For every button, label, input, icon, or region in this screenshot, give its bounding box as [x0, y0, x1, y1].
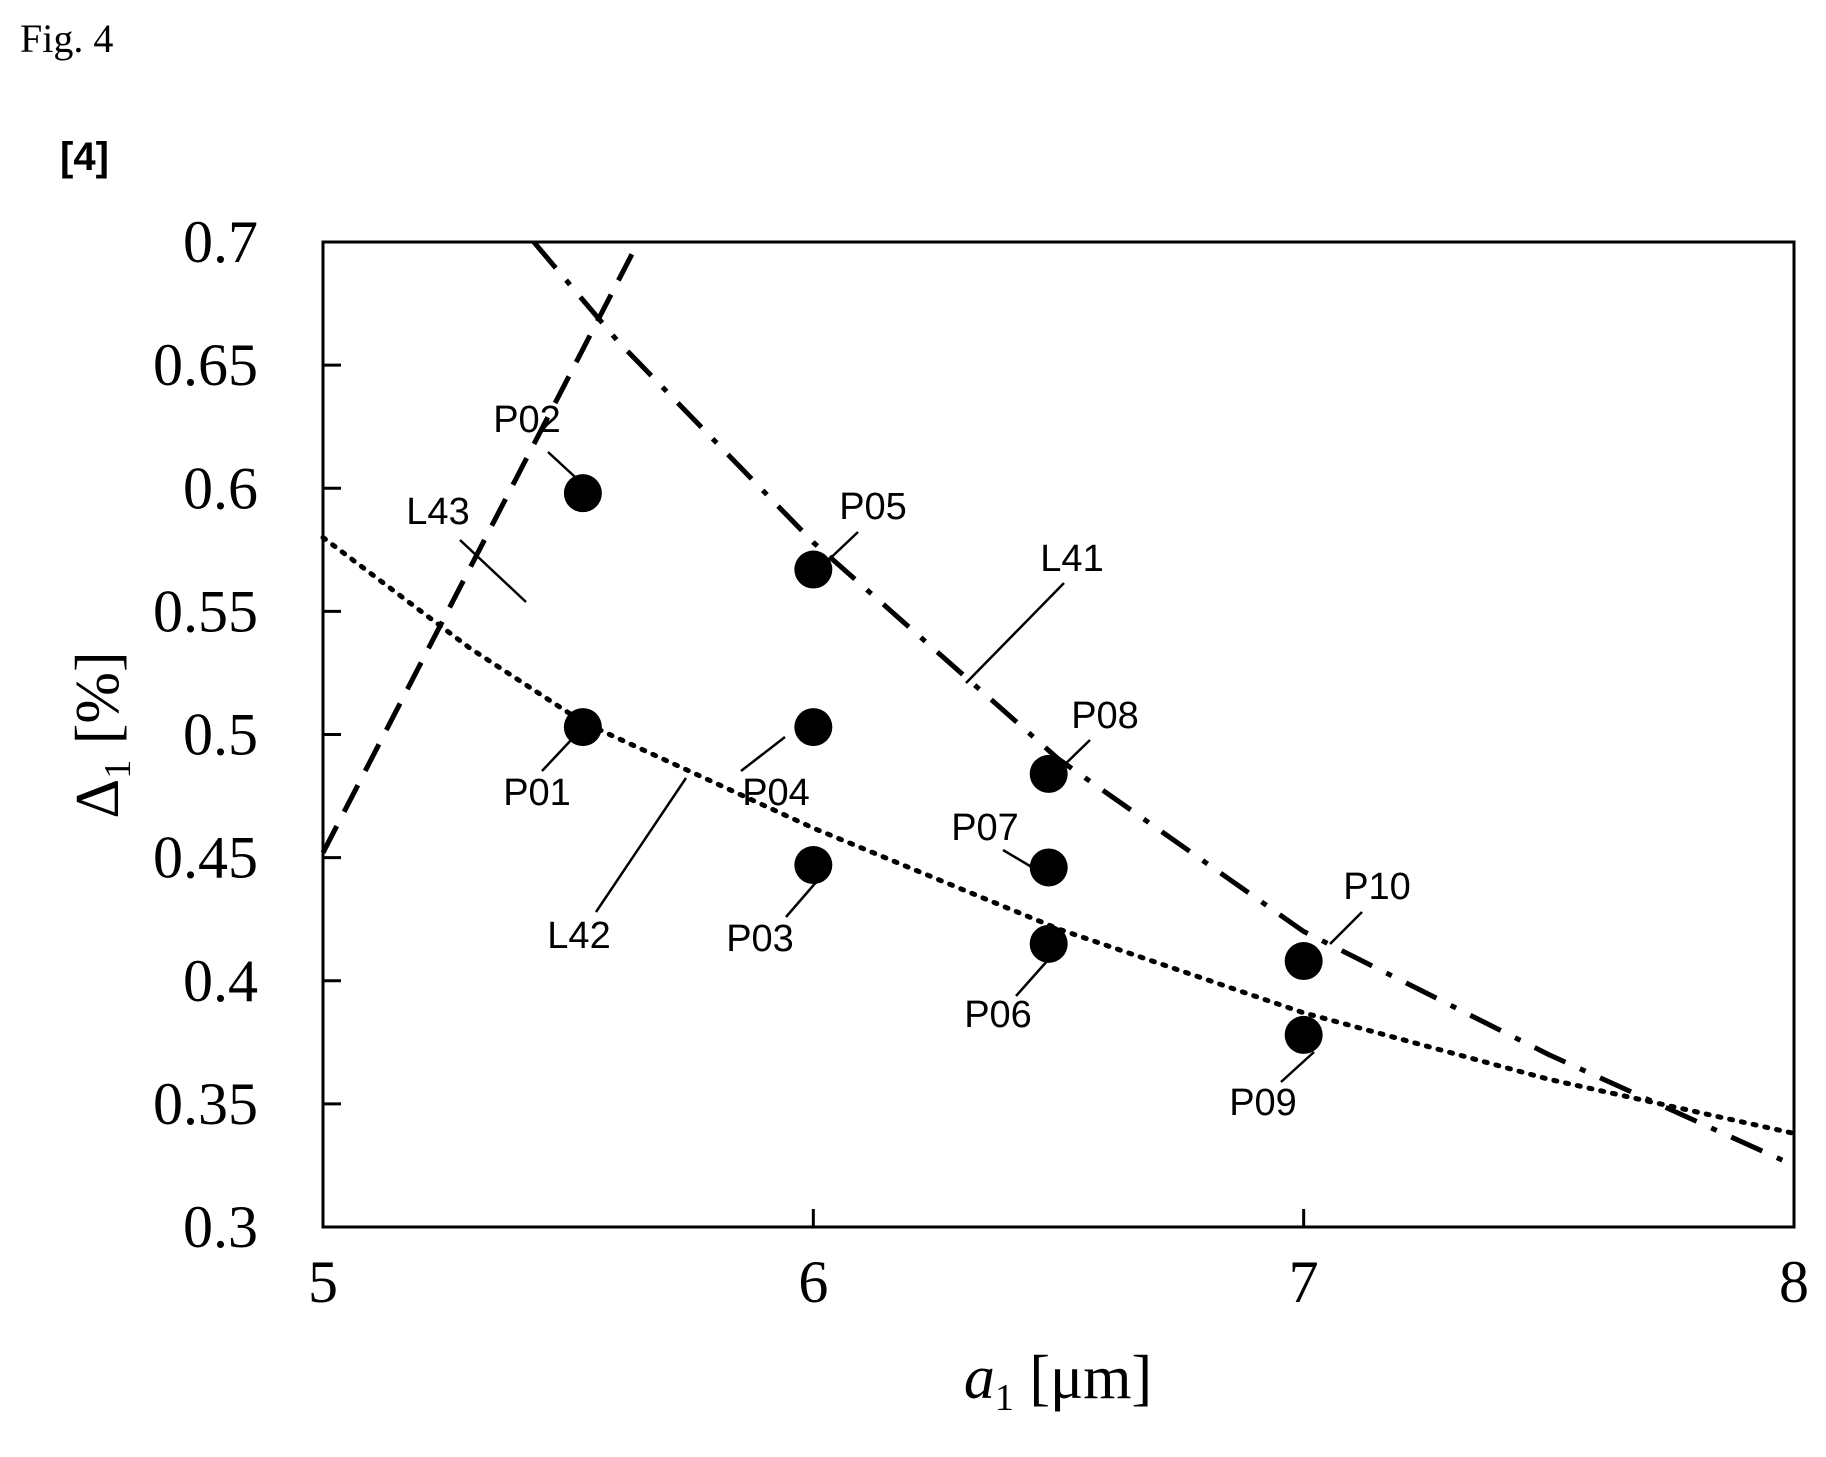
- x-tick-label: 5: [308, 1249, 338, 1315]
- plot-frame: [321, 240, 1796, 1229]
- label-p03: P03: [726, 918, 794, 960]
- y-axis-title: Δ1 [%]: [64, 651, 139, 818]
- point-p06: [1029, 924, 1068, 963]
- leader-p02: [547, 451, 588, 489]
- label-p04: P04: [742, 772, 810, 814]
- x-tick-label: 7: [1289, 1249, 1319, 1315]
- y-tick-label: 0.45: [153, 825, 258, 891]
- annotations: P01 P02 P03 P04 P05 P06 P07 P08 P09 P10 L41 L42 L43: [406, 399, 1411, 1124]
- point-p08: [1029, 754, 1068, 793]
- label-l41: L41: [1040, 538, 1103, 580]
- x-tick-label: 6: [798, 1249, 828, 1315]
- figure-label: Fig. 4: [20, 16, 113, 61]
- x-axis-title: a1 [μm]: [964, 1344, 1152, 1419]
- line-l42: [320, 535, 1797, 1136]
- y-tick-label: 0.4: [183, 948, 258, 1014]
- point-p02: [563, 474, 602, 513]
- x-axis-title-unit: [μm]: [1014, 1344, 1152, 1412]
- label-p08: P08: [1071, 695, 1139, 737]
- point-p04: [794, 708, 833, 747]
- leader-p05: [819, 531, 859, 569]
- line-l41: [531, 240, 1796, 1168]
- x-axis-title-main: a: [964, 1344, 995, 1412]
- label-l43: L43: [406, 491, 469, 533]
- leader-p09: [1280, 1051, 1315, 1083]
- y-tick-label: 0.35: [153, 1071, 258, 1137]
- label-p06: P06: [964, 994, 1032, 1036]
- fit-lines: [320, 240, 1797, 1168]
- y-tick-label: 0.65: [153, 332, 258, 398]
- y-tick-label: 0.3: [183, 1194, 258, 1260]
- y-tick-label: 0.5: [183, 702, 258, 768]
- leader-p10: [1329, 911, 1363, 945]
- label-l42: L42: [547, 915, 610, 957]
- leader-l42: [594, 777, 688, 913]
- y-axis-title-sub: 1: [97, 760, 139, 779]
- leader-p01: [541, 737, 574, 772]
- point-p01: [563, 708, 602, 747]
- y-tick-label: 0.7: [183, 209, 258, 275]
- point-p03: [794, 846, 833, 885]
- label-p01: P01: [503, 772, 571, 814]
- y-axis-ticks: 0.3 0.35 0.4 0.45 0.5 0.55 0.6 0.65 0.7: [153, 209, 341, 1260]
- label-p07: P07: [951, 807, 1019, 849]
- paragraph-label: [4]: [60, 135, 109, 179]
- x-axis-ticks: 5 6 7 8: [308, 1209, 1809, 1315]
- x-tick-label: 8: [1779, 1249, 1809, 1315]
- y-axis-title-unit: [%]: [64, 651, 132, 759]
- y-tick-label: 0.6: [183, 455, 258, 521]
- x-axis-title-sub: 1: [995, 1377, 1014, 1419]
- label-p09: P09: [1229, 1082, 1297, 1124]
- label-p10: P10: [1343, 866, 1411, 908]
- leader-p04: [740, 736, 786, 772]
- leader-l43: [459, 539, 527, 603]
- leader-p07: [1002, 848, 1041, 874]
- point-p05: [794, 550, 833, 589]
- label-p02: P02: [493, 399, 561, 441]
- label-p05: P05: [839, 486, 907, 528]
- leader-l41: [965, 582, 1065, 684]
- data-points: [563, 474, 1323, 1054]
- line-l43: [320, 253, 635, 854]
- point-p07: [1029, 848, 1068, 887]
- point-p10: [1284, 942, 1323, 981]
- point-p09: [1284, 1015, 1323, 1054]
- leader-p08: [1056, 739, 1091, 773]
- leader-p03: [785, 879, 819, 918]
- y-tick-label: 0.55: [153, 578, 258, 644]
- y-axis-title-main: Δ: [64, 779, 132, 819]
- leader-p06: [1015, 959, 1049, 997]
